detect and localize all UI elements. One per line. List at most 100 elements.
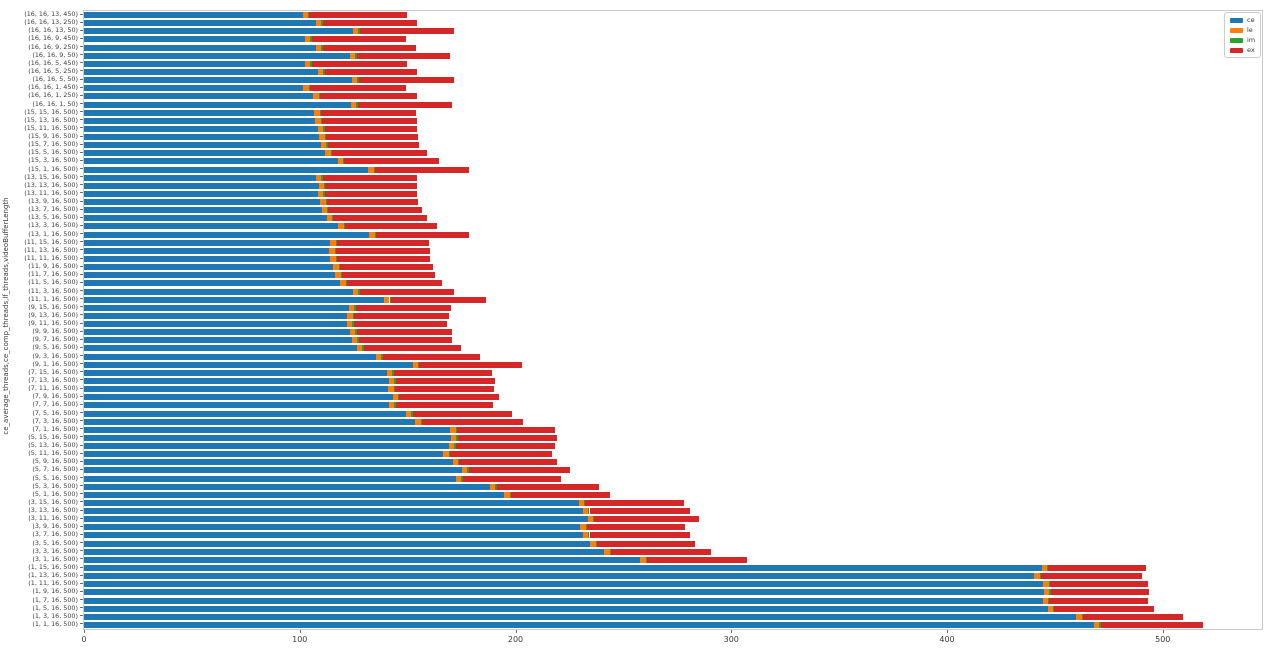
bar-segment-le	[504, 491, 510, 498]
bar-segment-le	[338, 223, 344, 230]
y-tick-label: (1, 3, 16, 500)	[32, 611, 78, 620]
bar-segment-ce	[84, 345, 357, 352]
bar-segment-ce	[84, 215, 327, 222]
bar-segment-im	[411, 410, 413, 417]
bar-segment-ex	[328, 207, 422, 214]
bar-segment-ce	[84, 329, 351, 336]
y-tick-mark	[80, 550, 83, 552]
bar-row	[84, 166, 1262, 173]
y-tick-mark	[80, 460, 83, 462]
bar-row	[84, 207, 1262, 214]
bar-segment-ex	[333, 215, 428, 222]
bar-segment-ex	[1100, 621, 1204, 628]
bar-segment-ce	[84, 125, 319, 132]
bar-segment-le	[303, 85, 309, 92]
y-tick-label: (16, 16, 9, 50)	[32, 50, 78, 59]
bar-row	[84, 44, 1262, 51]
y-tick-mark	[80, 224, 83, 226]
bar-segment-ce	[84, 597, 1043, 604]
bar-segment-ce	[84, 475, 456, 482]
bar-segment-ex	[325, 182, 417, 189]
y-tick-label: (16, 16, 1, 50)	[32, 99, 78, 108]
y-tick-label: (16, 16, 13, 250)	[24, 18, 78, 27]
y-tick-label: (7, 3, 16, 500)	[32, 416, 78, 425]
bar-row	[84, 247, 1262, 254]
legend-swatch-ex	[1230, 47, 1243, 53]
bar-segment-im	[320, 117, 323, 124]
bar-segment-ce	[84, 589, 1045, 596]
bar-segment-ce	[84, 199, 321, 206]
y-tick-label: (3, 9, 16, 500)	[32, 522, 78, 531]
bar-segment-ex	[459, 459, 558, 466]
bar-segment-ex	[320, 93, 417, 100]
y-tick-label: (3, 3, 16, 500)	[32, 546, 78, 555]
bar-row	[84, 532, 1262, 539]
x-tick-label: 100	[292, 635, 308, 644]
bar-segment-ce	[84, 207, 322, 214]
bar-segment-le	[317, 190, 324, 197]
y-tick-mark	[80, 403, 83, 405]
y-tick-mark	[80, 607, 83, 609]
bar-row	[84, 394, 1262, 401]
y-tick-mark	[80, 184, 83, 186]
bar-segment-im	[318, 93, 321, 100]
bar-segment-ce	[84, 231, 370, 238]
bar-row	[84, 239, 1262, 246]
bar-segment-ex	[1050, 581, 1149, 588]
bar-segment-ex	[496, 483, 600, 490]
bar-segment-ex	[611, 548, 711, 555]
bar-segment-im	[397, 394, 400, 401]
bar-segment-im	[592, 516, 595, 523]
bar-row	[84, 182, 1262, 189]
y-tick-mark	[80, 119, 83, 121]
bar-segment-ce	[84, 150, 326, 157]
x-tick-mark	[947, 630, 948, 633]
y-tick-label: (11, 9, 16, 500)	[28, 262, 78, 271]
y-tick-mark	[80, 265, 83, 267]
bar-row	[84, 573, 1262, 580]
bar-segment-ce	[84, 60, 305, 67]
bar-segment-ex	[457, 426, 555, 433]
bar-segment-ce	[84, 548, 605, 555]
y-tick-label: (3, 15, 16, 500)	[28, 497, 78, 506]
bar-segment-ce	[84, 540, 591, 547]
bar-segment-ex	[589, 508, 691, 515]
bar-segment-im	[373, 166, 376, 173]
bar-segment-im	[352, 312, 355, 319]
y-tick-mark	[80, 306, 83, 308]
y-tick-mark	[80, 241, 83, 243]
bar-row	[84, 597, 1262, 604]
bar-segment-ex	[393, 369, 492, 376]
bar-segment-le	[582, 532, 588, 539]
bar-segment-ce	[84, 28, 353, 35]
bar-row	[84, 443, 1262, 450]
y-tick-mark	[80, 322, 83, 324]
bar-row	[84, 589, 1262, 596]
y-tick-label: (5, 3, 16, 500)	[32, 481, 78, 490]
bar-segment-le	[1047, 605, 1053, 612]
bar-segment-im	[457, 459, 460, 466]
y-tick-mark	[80, 493, 83, 495]
y-tick-mark	[80, 70, 83, 72]
bar-segment-im	[587, 508, 590, 515]
bar-segment-le	[350, 329, 356, 336]
bar-row	[84, 117, 1262, 124]
y-tick-mark	[80, 338, 83, 340]
bar-row	[84, 52, 1262, 59]
bar-segment-im	[417, 361, 420, 368]
bar-segment-ce	[84, 77, 352, 84]
y-tick-label: (13, 3, 16, 500)	[28, 221, 78, 230]
bar-row	[84, 190, 1262, 197]
y-tick-mark	[80, 346, 83, 348]
bar-segment-im	[343, 223, 346, 230]
bar-segment-le	[326, 215, 332, 222]
bar-segment-le	[348, 304, 355, 311]
y-tick-label: (3, 5, 16, 500)	[32, 538, 78, 547]
bar-segment-im	[323, 125, 325, 132]
y-tick-mark	[80, 363, 83, 365]
bar-row	[84, 223, 1262, 230]
bar-segment-le	[388, 386, 394, 393]
bar-segment-ex	[321, 109, 417, 116]
bar-segment-ce	[84, 621, 1094, 628]
